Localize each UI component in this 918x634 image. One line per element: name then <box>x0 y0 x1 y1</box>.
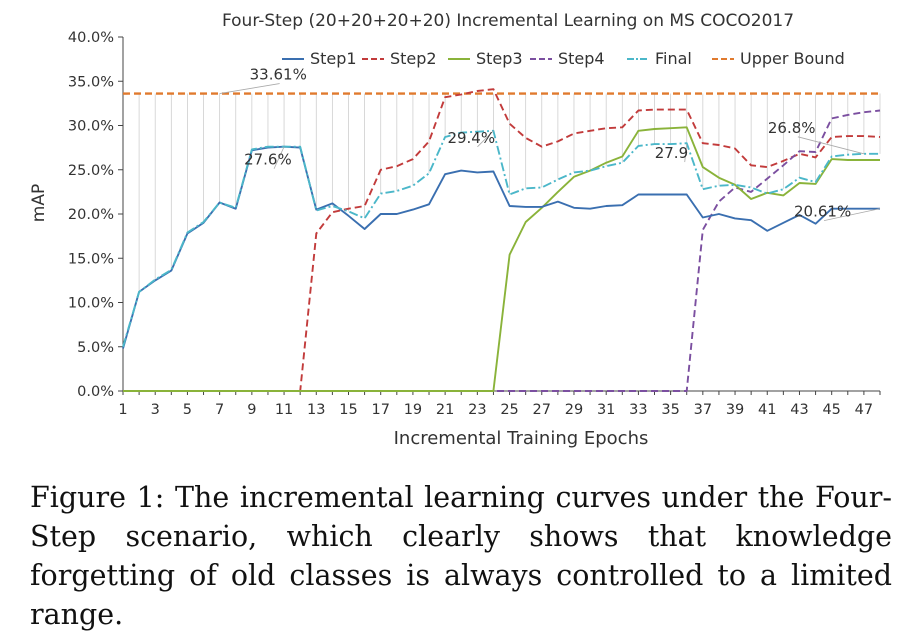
legend-label: Upper Bound <box>740 49 845 68</box>
x-tick-label: 9 <box>247 402 256 418</box>
series-line-step4 <box>123 109 881 392</box>
x-tick-label: 41 <box>758 402 776 418</box>
y-tick-label: 15.0% <box>68 251 114 267</box>
x-tick-label: 39 <box>726 402 744 418</box>
y-axis-label: mAP <box>29 184 49 222</box>
figure-caption: Figure 1: The incremental learning curve… <box>30 481 892 631</box>
x-tick-label: 13 <box>307 402 325 418</box>
y-tick-label: 25.0% <box>68 163 114 179</box>
x-tick-label: 1 <box>118 402 127 418</box>
x-tick-label: 43 <box>790 402 808 418</box>
x-tick-label: 3 <box>151 402 160 418</box>
annotation-leader <box>684 144 688 163</box>
annotation-label: 26.8% <box>768 119 816 137</box>
series-line-step1 <box>122 145 880 349</box>
x-tick-label: 7 <box>215 402 224 418</box>
y-tick-label: 5.0% <box>77 340 114 356</box>
annotation-leader <box>797 136 864 155</box>
annotation-leader <box>823 208 881 221</box>
x-tick-label: 37 <box>694 402 712 418</box>
x-tick-label: 47 <box>855 402 873 418</box>
x-tick-label: 21 <box>436 402 454 418</box>
x-axis-label: Incremental Training Epochs <box>394 428 649 449</box>
legend-label: Step3 <box>476 49 523 68</box>
annotation-label: 29.4% <box>447 129 495 147</box>
annotation-label: 27.6% <box>244 151 292 169</box>
chart: Four-Step (20+20+20+20) Incremental Lear… <box>29 11 881 449</box>
series-line-step2 <box>123 88 881 392</box>
x-tick-label: 25 <box>500 402 518 418</box>
y-tick-label: 30.0% <box>68 119 114 135</box>
y-tick-label: 0.0% <box>77 384 114 400</box>
chart-title: Four-Step (20+20+20+20) Incremental Lear… <box>222 11 794 31</box>
chart-svg: Four-Step (20+20+20+20) Incremental Lear… <box>29 11 881 449</box>
series-line-final <box>122 129 880 348</box>
series-lines <box>122 88 881 392</box>
x-tick-label: 23 <box>468 402 486 418</box>
x-tick-label: 19 <box>404 402 422 418</box>
x-tick-label: 45 <box>822 402 840 418</box>
legend-label: Step1 <box>310 49 357 68</box>
x-tick-label: 31 <box>597 402 615 418</box>
y-tick-label: 40.0% <box>68 30 114 46</box>
y-tick-label: 10.0% <box>68 296 114 312</box>
x-tick-label: 17 <box>371 402 389 418</box>
x-tick-label: 35 <box>661 402 679 418</box>
annotation-leader <box>273 146 285 169</box>
annotation-label: 33.61% <box>250 66 307 84</box>
annotations: 33.61% 27.6% 29.4% 27.9 26.8% 20.61% <box>219 66 881 221</box>
legend-label: Step4 <box>558 49 605 68</box>
x-tick-label: 27 <box>533 402 551 418</box>
annotation-label: 20.61% <box>794 203 851 221</box>
x-tick-label: 29 <box>565 402 583 418</box>
axes: 0.0% 5.0% 10.0% 15.0% 20.0% 25.0% 30.0% 35.0% 40… <box>68 30 881 418</box>
x-tick-label: 33 <box>629 402 647 418</box>
x-tick-label: 15 <box>339 402 357 418</box>
annotation-leader <box>219 83 280 94</box>
legend-label: Final <box>655 49 692 68</box>
legend-label: Step2 <box>390 49 437 68</box>
legend: Step1 Step2 Step3 Step4 Final Upper Bound <box>282 49 845 68</box>
y-tick-label: 20.0% <box>68 207 114 223</box>
y-tick-label: 35.0% <box>68 74 114 90</box>
x-tick-label: 5 <box>183 402 192 418</box>
drop-lines <box>122 93 881 347</box>
x-tick-label: 11 <box>275 402 293 418</box>
annotation-label: 27.9 <box>655 144 688 162</box>
annotation-leader <box>477 130 494 148</box>
